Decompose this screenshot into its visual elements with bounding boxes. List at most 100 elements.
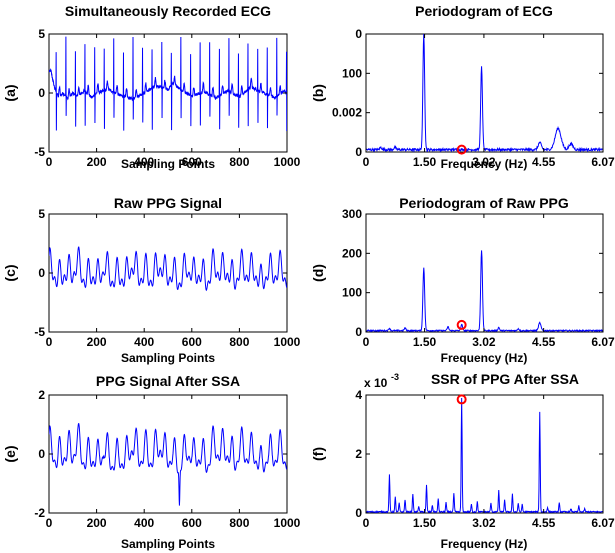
panel-b-series-line xyxy=(366,34,603,152)
panel-b-title: Periodogram of ECG xyxy=(415,3,553,19)
panel-c-xtick-label: 1000 xyxy=(274,335,301,349)
panel-c-xtick-label: 200 xyxy=(87,335,107,349)
panel-a-xtick-label: 1000 xyxy=(274,155,301,169)
panel-e-axes: 0 200 400 600 800 1000-202 xyxy=(34,388,300,530)
panel-b-xlabel: Frequency (Hz) xyxy=(441,157,528,171)
panel-e-series-line xyxy=(49,422,287,506)
panel-d: Periodogram of Raw PPG (d) Frequency (Hz… xyxy=(310,195,615,365)
panel-a-ytick-label: 5 xyxy=(38,27,45,41)
panel-e-xtick-label: 1000 xyxy=(274,516,301,530)
panel-d-ytick-label: 0 xyxy=(355,325,362,339)
panel-c-axes: 0 200 400 600 800 1000-505 xyxy=(34,207,300,349)
panel-c-title: Raw PPG Signal xyxy=(114,195,222,211)
panel-e-xtick-label: 0 xyxy=(46,516,53,530)
panel-d-xtick-label: 4.55 xyxy=(532,335,556,349)
panel-e-ytick-label: -2 xyxy=(34,506,45,520)
panel-e-title: PPG Signal After SSA xyxy=(96,373,240,389)
panel-e-xtick-label: 800 xyxy=(229,516,249,530)
panel-d-xtick-label: 1.50 xyxy=(413,335,437,349)
panel-f: SSR of PPG After SSA x 10 -3 (f) Frequen… xyxy=(310,371,615,551)
panel-f-frame xyxy=(365,394,604,514)
panel-b-label: (b) xyxy=(310,84,326,102)
panel-c-xtick-label: 600 xyxy=(182,335,202,349)
panel-f-xtick-label: 4.55 xyxy=(532,516,556,530)
panel-d-ytick-label: 300 xyxy=(342,207,362,221)
panel-d-xtick-label: 0 xyxy=(363,335,370,349)
panel-d-peak-marker xyxy=(456,319,467,330)
panel-c-xtick-label: 400 xyxy=(134,335,154,349)
panel-a-xtick-label: 800 xyxy=(229,155,249,169)
panel-f-series-line xyxy=(366,398,603,513)
panel-e-frame xyxy=(48,394,288,514)
panel-f-axes: 0 1.50 3.02 4.55 6.07 0 2 4 xyxy=(355,388,615,530)
panel-d-frame xyxy=(365,213,604,333)
panel-d-series-line xyxy=(366,250,603,332)
panel-d-label: (d) xyxy=(310,264,326,282)
panel-b-ytick-label: 0 xyxy=(355,27,362,41)
panel-f-xtick-label: 0 xyxy=(363,516,370,530)
panel-a-xtick-label: 200 xyxy=(87,155,107,169)
panel-a-xtick-label: 0 xyxy=(46,155,53,169)
panel-c-xlabel: Sampling Points xyxy=(121,351,215,365)
panel-f-exponent: -3 xyxy=(391,372,399,382)
panel-b-axes: 0 1.50 3.02 4.55 6.07 0 0.002 100 0 xyxy=(332,27,615,169)
panel-b-ytick-label: 0 xyxy=(355,145,362,159)
panel-e: PPG Signal After SSA (e) Sampling Points… xyxy=(2,373,301,551)
panel-a-title: Simultaneously Recorded ECG xyxy=(65,3,271,19)
panel-f-xlabel: Frequency (Hz) xyxy=(441,537,528,551)
panel-b-ytick-label: 100 xyxy=(342,66,362,80)
panel-d-title: Periodogram of Raw PPG xyxy=(399,195,569,211)
panel-a: Simultaneously Recorded ECG (a) Sampling… xyxy=(2,3,301,171)
panel-e-xtick-label: 600 xyxy=(182,516,202,530)
panel-f-xtick-label: 1.50 xyxy=(413,516,437,530)
panel-b: Periodogram of ECG (b) Frequency (Hz) 0 1… xyxy=(310,3,615,171)
panel-c-ytick-label: 5 xyxy=(38,207,45,221)
panel-e-xtick-label: 400 xyxy=(134,516,154,530)
panel-e-ytick-label: 0 xyxy=(38,447,45,461)
panel-f-label: (f) xyxy=(310,447,326,461)
panel-a-xtick-label: 400 xyxy=(134,155,154,169)
panel-e-xlabel: Sampling Points xyxy=(121,537,215,551)
panel-b-xtick-label: 3.02 xyxy=(472,155,496,169)
panel-d-ytick-label: 100 xyxy=(342,286,362,300)
panel-d-xlabel: Frequency (Hz) xyxy=(441,351,528,365)
panel-a-label: (a) xyxy=(2,84,18,101)
panel-a-xlabel: Sampling Points xyxy=(121,157,215,171)
panel-e-ytick-label: 2 xyxy=(38,388,45,402)
panel-d-xtick-label: 3.02 xyxy=(472,335,496,349)
panel-f-peak-marker xyxy=(456,394,467,405)
panel-d-xtick-label: 6.07 xyxy=(591,335,615,349)
panel-b-xtick-label: 6.07 xyxy=(591,155,615,169)
panel-a-axes: 0 200 400 600 800 1000-505 xyxy=(34,27,300,169)
panel-f-multiplier: x 10 xyxy=(364,376,388,390)
panel-f-ytick-label: 4 xyxy=(355,388,362,402)
panel-d-ytick-label: 200 xyxy=(342,246,362,260)
panel-c-ytick-label: 0 xyxy=(38,266,45,280)
panel-c-label: (c) xyxy=(2,264,18,281)
panel-a-ytick-label: -5 xyxy=(34,145,45,159)
panel-b-xtick-label: 4.55 xyxy=(532,155,556,169)
panel-b-xtick-label: 1.50 xyxy=(413,155,437,169)
panel-a-ytick-label: 0 xyxy=(38,86,45,100)
panel-f-ytick-label: 2 xyxy=(355,447,362,461)
panel-b-xtick-label: 0 xyxy=(363,155,370,169)
panel-b-peak-marker xyxy=(456,144,467,155)
panel-b-ytick-label: 0.002 xyxy=(332,106,362,120)
panel-f-ytick-label: 0 xyxy=(355,506,362,520)
panel-c-xtick-label: 800 xyxy=(229,335,249,349)
panel-f-xtick-label: 6.07 xyxy=(591,516,615,530)
panel-c-frame xyxy=(48,213,288,333)
panel-d-axes: 0 1.50 3.02 4.55 6.07 0 100 200 300 xyxy=(342,207,615,349)
panel-c: Raw PPG Signal (c) Sampling Points 0 200 4… xyxy=(2,195,301,365)
panel-b-frame xyxy=(365,33,604,153)
panel-f-title: SSR of PPG After SSA xyxy=(431,371,579,387)
panel-c-ytick-label: -5 xyxy=(34,325,45,339)
panel-c-series-line xyxy=(49,246,287,292)
panel-a-series-line xyxy=(49,36,287,132)
panel-e-label: (e) xyxy=(2,445,18,462)
panel-a-xtick-label: 600 xyxy=(182,155,202,169)
panel-f-xtick-label: 3.02 xyxy=(472,516,496,530)
panel-e-xtick-label: 200 xyxy=(87,516,107,530)
panel-c-xtick-label: 0 xyxy=(46,335,53,349)
